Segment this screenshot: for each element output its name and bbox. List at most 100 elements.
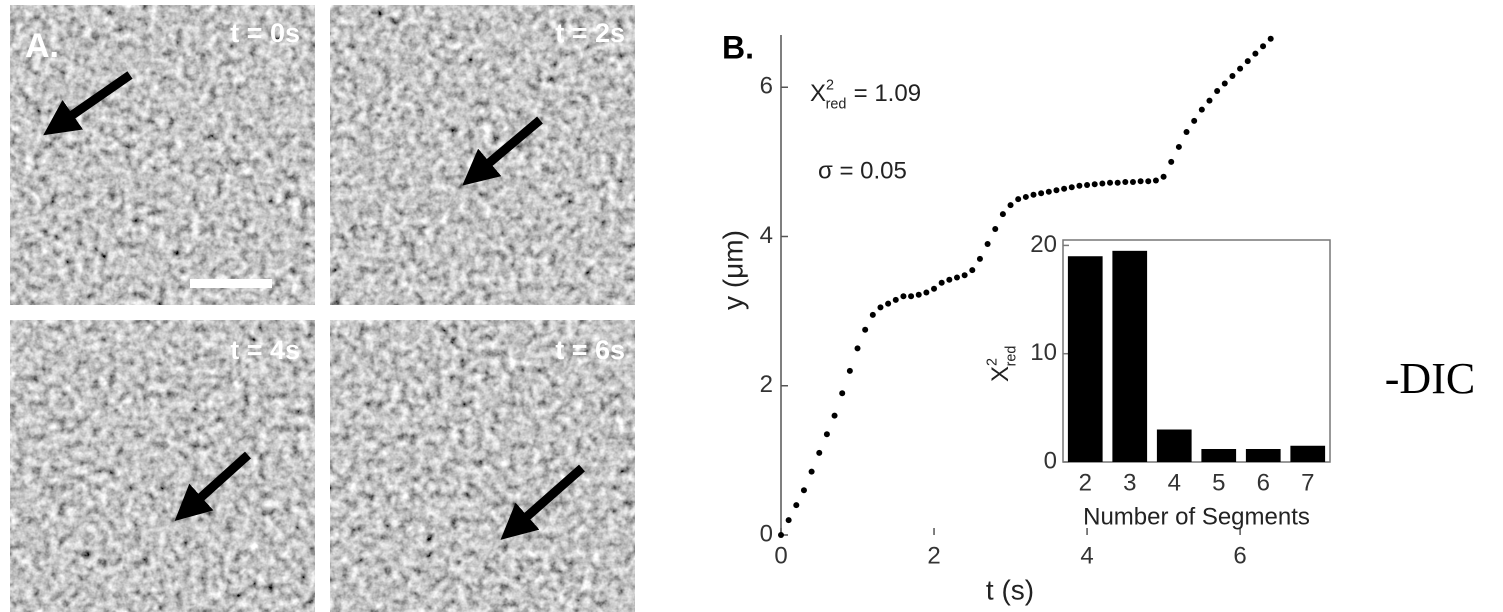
data-point [1145,178,1151,184]
bar [1201,449,1236,462]
data-point [778,532,784,538]
data-point [786,517,792,523]
data-point [862,327,868,333]
y-tick-label: 0 [760,520,773,547]
bar [1068,256,1103,462]
data-point [847,368,853,374]
data-point [1107,180,1113,186]
y-tick-label: 4 [760,222,773,249]
bar [1112,251,1147,462]
panel-label: A. [25,27,59,65]
data-point [992,226,998,232]
x-tick-label: 0 [774,542,787,569]
data-point [1176,144,1182,150]
data-point [1115,180,1121,186]
data-point [1015,196,1021,202]
scale-bar [190,279,272,288]
data-point [977,256,983,262]
x-tick-label: 7 [1301,469,1314,496]
data-point [1130,179,1136,185]
data-point [1084,182,1090,188]
x-axis-label: t (s) [986,574,1034,605]
data-point [931,286,937,292]
data-point [1138,178,1144,184]
data-point [1184,129,1190,135]
data-point [900,293,906,299]
data-point [1046,189,1052,195]
bar [1290,446,1325,462]
y-tick-label: 0 [1044,447,1057,474]
data-point [1168,159,1174,165]
data-point [1252,51,1258,57]
data-point [832,413,838,419]
side-label: -DIC [1385,354,1475,403]
annotation-value: = 1.09 [854,80,921,107]
symbol: X [987,366,1014,382]
x-tick-label: 6 [1233,542,1246,569]
frame-label: t = 2s [555,18,625,48]
data-point [1053,187,1059,193]
data-point [1092,181,1098,187]
y-axis-label: y (μm) [717,230,748,310]
data-point [1191,118,1197,124]
bar [1246,449,1281,462]
data-point [870,312,876,318]
data-point [1199,107,1205,113]
y-tick-label: 2 [760,371,773,398]
data-point [839,390,845,396]
x-tick-label: 6 [1257,469,1270,496]
y-tick-label: 20 [1030,231,1057,258]
data-point [1069,184,1075,190]
data-point [809,469,815,475]
data-point [908,293,914,299]
data-point [1099,181,1105,187]
data-point [1268,36,1274,42]
data-point [1023,194,1029,200]
data-point [916,292,922,298]
annotation: σ = 0.05 [818,157,907,184]
data-point [1038,190,1044,196]
x-tick-label: 3 [1123,469,1136,496]
x-tick-label: 2 [1079,469,1092,496]
data-point [1122,179,1128,185]
data-point [793,502,799,508]
panel-label: B. [722,29,754,65]
x-axis-label: Number of Segments [1083,503,1310,530]
data-point [1008,202,1014,208]
data-point [1161,174,1167,180]
data-point [1245,58,1251,64]
superscript: 2 [826,77,834,93]
data-point [985,241,991,247]
data-point [1000,211,1006,217]
data-point [923,289,929,295]
y-tick-label: 10 [1030,339,1057,366]
figure: A. t = 0s t = 2s t = 4s t = 6s B. t (s) … [0,0,1503,612]
y-tick-label: 6 [760,73,773,100]
data-point [855,345,861,351]
superscript: 2 [984,358,1000,366]
data-point [1076,183,1082,189]
data-point [893,297,899,303]
panel-a: A. t = 0s t = 2s t = 4s t = 6s [10,5,635,612]
data-point [962,272,968,278]
x-tick-label: 5 [1212,469,1225,496]
data-point [946,277,952,283]
x-tick-label: 4 [1168,469,1181,496]
micrograph [330,5,635,305]
inset-frame [1063,240,1330,462]
data-point [801,487,807,493]
data-point [954,275,960,281]
data-point [969,267,975,273]
subscript: red [1003,346,1019,367]
subscript: red [826,96,847,112]
x-tick-label: 4 [1080,542,1093,569]
bar [1157,430,1192,462]
x-tick-label: 2 [927,542,940,569]
page: {"panel_a": {"label": "A.", "frames": ["… [0,0,1503,612]
frame-label: t = 4s [230,335,300,365]
data-point [1237,66,1243,72]
data-point [1214,88,1220,94]
frame-label: t = 0s [230,18,300,48]
